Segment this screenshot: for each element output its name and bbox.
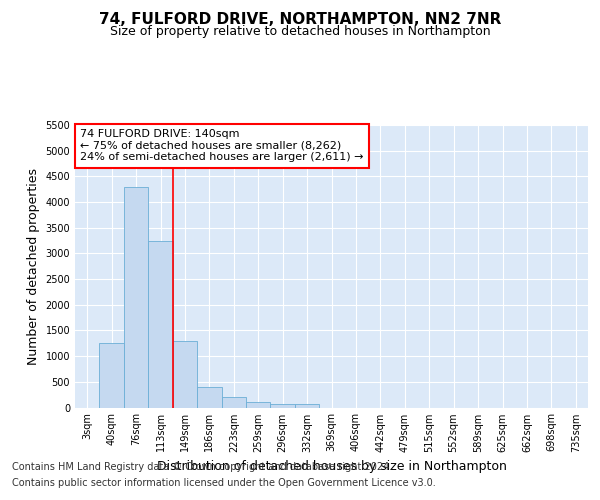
Bar: [197, 388, 221, 407]
Bar: [124, 186, 148, 408]
Bar: [148, 240, 173, 408]
Bar: [221, 397, 246, 407]
Text: Contains HM Land Registry data © Crown copyright and database right 2024.: Contains HM Land Registry data © Crown c…: [12, 462, 392, 472]
Bar: [271, 404, 295, 407]
Text: Contains public sector information licensed under the Open Government Licence v3: Contains public sector information licen…: [12, 478, 436, 488]
Text: 74, FULFORD DRIVE, NORTHAMPTON, NN2 7NR: 74, FULFORD DRIVE, NORTHAMPTON, NN2 7NR: [99, 12, 501, 28]
Bar: [246, 402, 271, 407]
Text: Size of property relative to detached houses in Northampton: Size of property relative to detached ho…: [110, 25, 490, 38]
Bar: [173, 340, 197, 407]
Bar: [295, 404, 319, 407]
Text: 74 FULFORD DRIVE: 140sqm
← 75% of detached houses are smaller (8,262)
24% of sem: 74 FULFORD DRIVE: 140sqm ← 75% of detach…: [80, 129, 364, 162]
Y-axis label: Number of detached properties: Number of detached properties: [27, 168, 40, 365]
X-axis label: Distribution of detached houses by size in Northampton: Distribution of detached houses by size …: [157, 460, 506, 473]
Bar: [100, 344, 124, 407]
